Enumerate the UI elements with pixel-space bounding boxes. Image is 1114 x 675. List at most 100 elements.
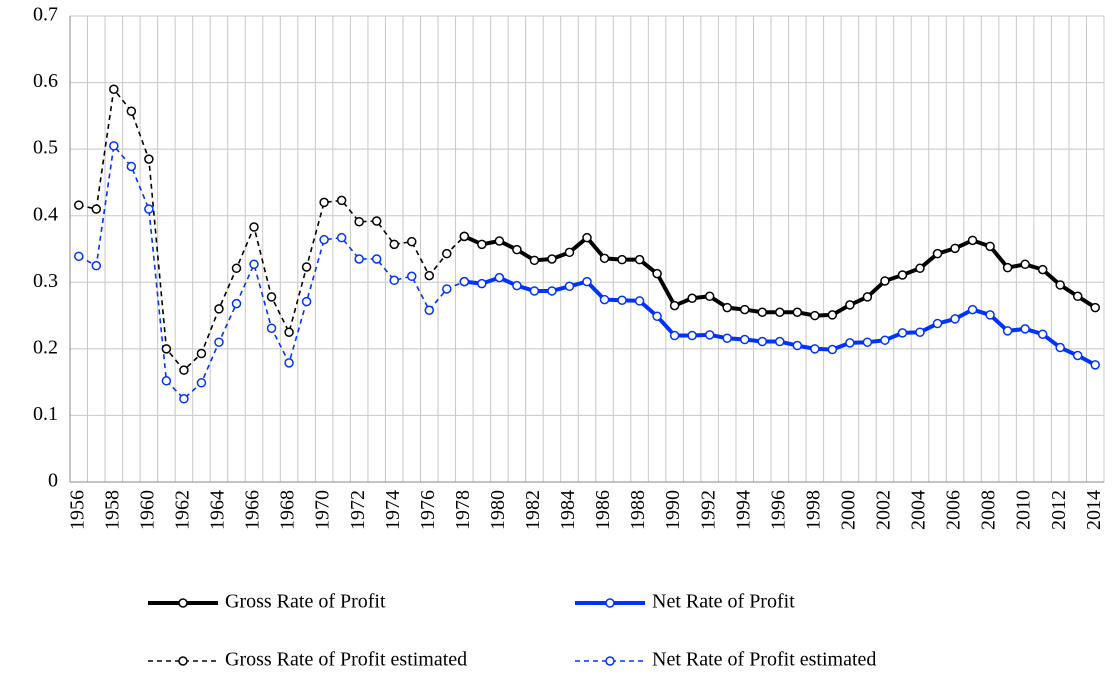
data-point	[1072, 350, 1083, 361]
data-point	[582, 276, 592, 287]
data-point	[880, 276, 890, 286]
data-point	[231, 298, 242, 309]
y-tick-label: 0	[48, 470, 58, 492]
data-point	[459, 276, 470, 287]
data-point	[669, 330, 680, 341]
data-point	[915, 327, 925, 337]
data-point	[792, 340, 803, 351]
data-point	[512, 244, 522, 255]
data-point	[775, 336, 785, 347]
y-tick-label: 0.2	[33, 336, 58, 358]
data-point	[196, 378, 207, 388]
data-point	[827, 344, 838, 355]
data-point	[91, 204, 102, 214]
data-point	[249, 259, 259, 270]
data-point	[810, 310, 820, 321]
data-point	[739, 304, 750, 315]
data-point	[932, 248, 943, 259]
data-point	[126, 161, 137, 172]
data-point	[599, 294, 610, 305]
data-point	[1090, 302, 1100, 313]
data-point	[179, 365, 189, 375]
data-point	[564, 247, 575, 258]
data-point	[126, 106, 137, 116]
data-point	[739, 334, 750, 345]
x-tick-label: 1964	[207, 490, 229, 530]
data-point	[406, 236, 417, 247]
data-point	[477, 239, 487, 250]
data-point	[687, 293, 697, 304]
data-point	[179, 394, 189, 404]
x-tick-label: 1960	[136, 490, 158, 530]
data-point	[862, 292, 873, 302]
x-tick-label: 1990	[662, 490, 684, 530]
data-point	[985, 241, 995, 252]
x-tick-label: 1962	[172, 490, 194, 530]
data-point	[336, 232, 347, 243]
x-tick-label: 1994	[732, 490, 754, 530]
data-point	[775, 307, 785, 317]
data-point	[266, 292, 277, 302]
data-point	[477, 278, 487, 289]
x-tick-label: 2008	[978, 490, 1000, 530]
data-point	[669, 300, 680, 311]
y-tick-label: 0.4	[33, 203, 58, 225]
data-point	[319, 197, 329, 208]
data-point	[301, 296, 312, 307]
x-tick-label: 2010	[1013, 490, 1035, 530]
data-point	[512, 280, 522, 291]
data-point	[897, 270, 908, 280]
data-point	[494, 236, 505, 246]
data-point	[529, 286, 540, 296]
data-point	[757, 336, 768, 347]
data-point	[722, 302, 732, 313]
data-point	[266, 323, 277, 333]
data-point	[810, 344, 820, 354]
data-point	[109, 141, 119, 151]
x-tick-label: 1972	[347, 490, 369, 530]
data-point	[214, 337, 224, 347]
data-point	[161, 376, 172, 386]
data-point	[406, 271, 417, 282]
legend-label: Gross Rate of Profit estimated	[225, 649, 467, 671]
legend-label: Net Rate of Profit estimated	[652, 649, 876, 671]
x-tick-label: 1974	[382, 490, 404, 530]
data-point	[652, 311, 662, 321]
data-point	[827, 310, 838, 320]
legend-marker	[178, 656, 188, 666]
data-point	[845, 338, 855, 348]
x-tick-label: 2000	[837, 490, 859, 530]
data-point	[845, 300, 855, 310]
data-point	[354, 254, 364, 264]
data-point	[424, 270, 435, 281]
data-point	[652, 268, 662, 279]
data-point	[634, 296, 645, 306]
x-tick-label: 1956	[66, 490, 88, 530]
legend-marker	[605, 656, 615, 666]
data-point	[389, 275, 399, 286]
data-point	[950, 314, 960, 324]
data-point	[196, 348, 207, 359]
data-point	[442, 284, 452, 294]
x-tick-label: 2004	[908, 490, 930, 530]
data-point	[757, 307, 768, 317]
data-point	[319, 234, 329, 245]
data-point	[249, 222, 259, 232]
x-tick-label: 1970	[312, 490, 334, 530]
x-tick-label: 1984	[557, 490, 579, 530]
data-point	[1090, 360, 1100, 370]
series-line	[463, 234, 1097, 318]
data-point	[74, 251, 84, 262]
data-point	[704, 291, 715, 302]
legend-label: Gross Rate of Profit	[225, 591, 386, 613]
data-point	[214, 304, 224, 314]
data-point	[547, 254, 557, 264]
data-point	[144, 204, 154, 214]
x-tick-label: 1982	[522, 490, 544, 530]
x-tick-label: 1998	[802, 490, 824, 530]
x-tick-label: 2012	[1048, 490, 1070, 530]
data-point	[967, 304, 978, 315]
y-tick-label: 0.7	[33, 4, 58, 26]
data-point	[301, 262, 312, 272]
